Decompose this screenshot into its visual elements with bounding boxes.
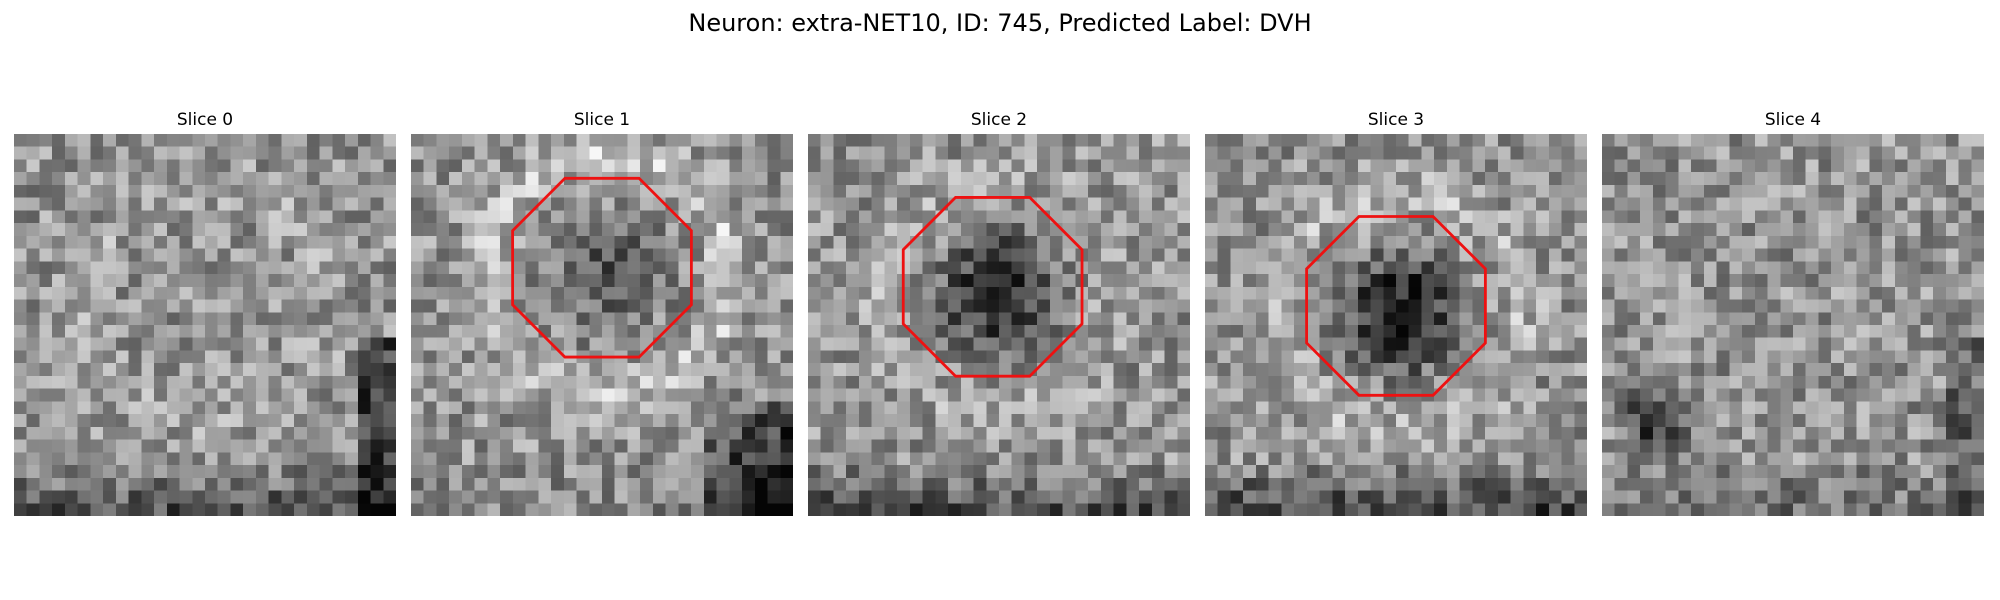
slice-panel-0: Slice 0	[14, 108, 396, 516]
slice-image-0	[14, 134, 396, 516]
slice-image-2	[808, 134, 1190, 516]
slice-title-4: Slice 4	[1764, 110, 1822, 130]
slice-image-4	[1602, 134, 1984, 516]
slice-image-1	[411, 134, 793, 516]
slice-title-1: Slice 1	[573, 110, 631, 130]
slice-image-3	[1205, 134, 1587, 516]
slice-panel-3: Slice 3	[1205, 108, 1587, 516]
octagon-marker-3	[1305, 215, 1487, 397]
slice-panel-1: Slice 1	[411, 108, 793, 516]
octagon-marker-1	[511, 176, 693, 359]
slice-panel-2: Slice 2	[808, 108, 1190, 516]
figure-title: Neuron: extra-NET10, ID: 745, Predicted …	[688, 9, 1312, 37]
slice-title-2: Slice 2	[970, 110, 1028, 130]
slice-title-0: Slice 0	[176, 110, 234, 130]
octagon-marker-2	[901, 196, 1084, 378]
slice-title-3: Slice 3	[1367, 110, 1425, 130]
slice-panel-4: Slice 4	[1602, 108, 1984, 516]
